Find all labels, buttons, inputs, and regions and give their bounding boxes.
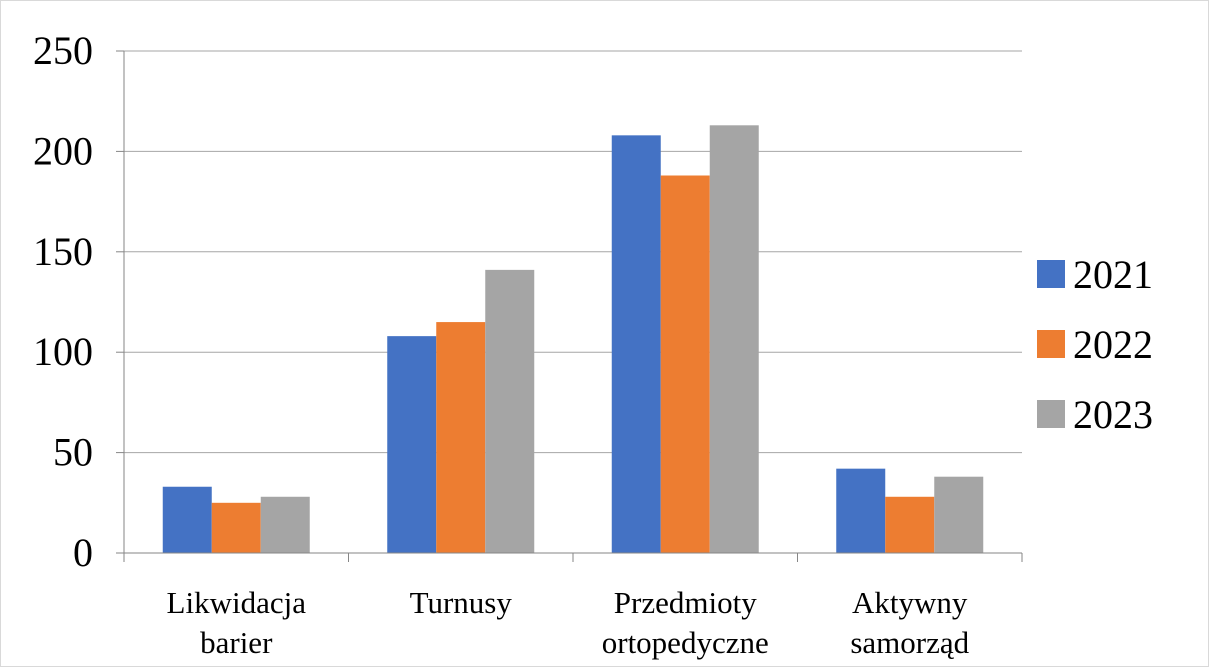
x-category-label-line: Likwidacja [167, 585, 307, 620]
legend: 2021 2022 2023 [1037, 252, 1153, 437]
bar-2021-1 [387, 336, 437, 553]
x-category-label-line: barier [200, 625, 273, 660]
bar-2023-0 [260, 496, 310, 553]
x-category-label-line: Aktywny [852, 585, 968, 620]
y-tick-label: 250 [33, 28, 93, 73]
y-tick-label: 0 [73, 530, 93, 575]
legend-label-2023: 2023 [1073, 392, 1153, 437]
bar-2023-3 [934, 476, 984, 553]
axes [116, 50, 1023, 562]
gridlines [124, 50, 1022, 454]
x-category-label: Likwidacja barier [167, 585, 307, 660]
x-category-label-line: Przedmioty [614, 585, 757, 620]
legend-swatch-2023 [1037, 400, 1065, 428]
x-category-label-line: samorząd [850, 625, 969, 660]
y-tick-label: 200 [33, 128, 93, 173]
x-category-label: Aktywny samorząd [850, 585, 969, 660]
bar-2021-0 [162, 486, 212, 553]
bar-2022-3 [885, 496, 935, 553]
bar-2023-1 [485, 269, 535, 553]
bar-2023-2 [709, 125, 759, 554]
y-tick-label: 100 [33, 329, 93, 374]
y-tick-label: 50 [53, 430, 93, 475]
x-category-labels: Likwidacja barier Turnusy Przedmioty ortoped… [167, 585, 970, 660]
bar-2022-0 [211, 502, 261, 553]
legend-swatch-2022 [1037, 330, 1065, 358]
x-category-label: Turnusy [410, 585, 513, 620]
y-tick-labels: 0 50 100 150 200 250 [33, 28, 93, 575]
x-category-label: Przedmioty ortopedyczne [602, 585, 769, 660]
x-category-label-line: ortopedyczne [602, 625, 769, 660]
legend-label-2022: 2022 [1073, 322, 1153, 367]
legend-swatch-2021 [1037, 260, 1065, 288]
bar-2022-1 [436, 322, 486, 553]
bar-2022-2 [660, 175, 710, 553]
bar-2021-2 [611, 135, 661, 553]
bars [162, 125, 984, 554]
y-tick-label: 150 [33, 229, 93, 274]
bar-2021-3 [836, 468, 886, 553]
legend-label-2021: 2021 [1073, 252, 1153, 297]
x-category-label-line: Turnusy [410, 585, 513, 620]
